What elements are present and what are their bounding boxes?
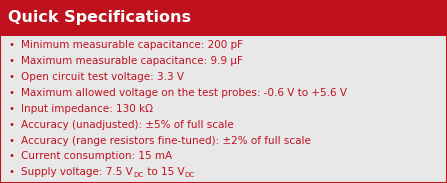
- Text: Maximum measurable capacitance: 9.9 μF: Maximum measurable capacitance: 9.9 μF: [21, 56, 243, 66]
- Text: DC: DC: [184, 173, 194, 178]
- Text: •: •: [8, 88, 14, 98]
- Text: •: •: [8, 120, 14, 130]
- Text: Quick Specifications: Quick Specifications: [8, 10, 191, 25]
- FancyBboxPatch shape: [0, 0, 447, 36]
- Text: •: •: [8, 40, 14, 51]
- Text: •: •: [8, 72, 14, 82]
- Text: •: •: [8, 104, 14, 114]
- Text: •: •: [8, 136, 14, 146]
- Text: Maximum allowed voltage on the test probes: -0.6 V to +5.6 V: Maximum allowed voltage on the test prob…: [21, 88, 347, 98]
- Text: Accuracy (range resistors fine-tuned): ±2% of full scale: Accuracy (range resistors fine-tuned): ±…: [21, 136, 311, 146]
- Text: Supply voltage: 7.5 V: Supply voltage: 7.5 V: [21, 167, 133, 177]
- Text: •: •: [8, 167, 14, 177]
- Text: Input impedance: 130 kΩ: Input impedance: 130 kΩ: [21, 104, 153, 114]
- Text: Current consumption: 15 mA: Current consumption: 15 mA: [21, 152, 173, 161]
- Text: Open circuit test voltage: 3.3 V: Open circuit test voltage: 3.3 V: [21, 72, 185, 82]
- Text: •: •: [8, 152, 14, 161]
- Text: Accuracy (unadjusted): ±5% of full scale: Accuracy (unadjusted): ±5% of full scale: [21, 120, 234, 130]
- Text: •: •: [8, 56, 14, 66]
- Text: to 15 V: to 15 V: [143, 167, 184, 177]
- Text: DC: DC: [133, 173, 143, 178]
- Text: Minimum measurable capacitance: 200 pF: Minimum measurable capacitance: 200 pF: [21, 40, 244, 51]
